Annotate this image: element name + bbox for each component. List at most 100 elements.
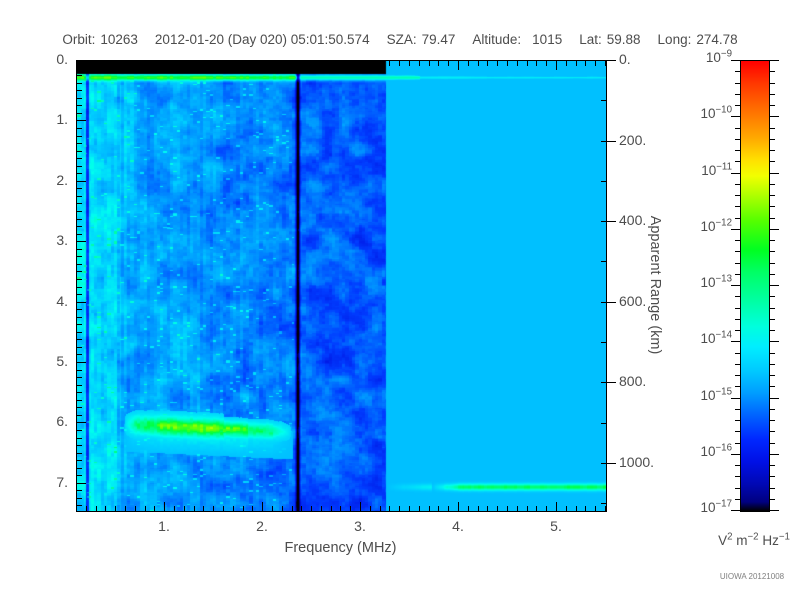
colorbar-minor-tick xyxy=(735,71,741,72)
x-axis-top-minor-tick xyxy=(536,61,537,66)
x-axis-minor-tick xyxy=(321,506,322,511)
colorbar-minor-tick xyxy=(735,184,741,185)
y-axis-left-major-tick xyxy=(77,302,86,303)
y-axis-left-minor-tick xyxy=(77,90,82,91)
y-axis-left-minor-tick xyxy=(77,271,82,272)
colorbar-minor-tick xyxy=(735,296,741,297)
altitude-value: 1015 xyxy=(532,31,563,47)
colorbar-minor-tick-right xyxy=(769,431,775,432)
x-axis-top-minor-tick xyxy=(399,61,400,66)
x-axis-minor-tick xyxy=(448,506,449,511)
y-axis-right-major-tick xyxy=(607,141,616,142)
colorbar-minor-tick-right xyxy=(769,420,775,421)
y-axis-left-minor-tick xyxy=(77,226,82,227)
colorbar-minor-tick xyxy=(735,476,741,477)
x-axis-top-minor-tick xyxy=(86,61,87,66)
x-axis-minor-tick xyxy=(576,506,577,511)
y-axis-right-tick-label: 600. xyxy=(619,293,647,309)
colorbar-tick-label: 10−13 xyxy=(700,273,732,290)
colorbar-minor-tick xyxy=(735,443,741,444)
y-axis-left-minor-tick xyxy=(77,453,82,454)
y-axis-left-minor-tick xyxy=(77,68,82,69)
x-axis-top-minor-tick xyxy=(233,61,234,66)
colorbar-minor-tick-right xyxy=(769,105,775,106)
x-axis-tick-label: 1. xyxy=(158,518,170,534)
y-axis-left-minor-tick xyxy=(77,75,82,76)
x-axis-minor-tick xyxy=(154,506,155,511)
y-axis-right-minor-tick xyxy=(601,302,606,303)
x-axis-top-minor-tick xyxy=(125,61,126,66)
colorbar-minor-tick-right xyxy=(769,251,775,252)
x-axis-top-minor-tick xyxy=(145,61,146,66)
y-axis-left-major-tick xyxy=(77,120,86,121)
x-axis-minor-tick xyxy=(478,506,479,511)
x-axis-minor-tick xyxy=(282,506,283,511)
colorbar-minor-tick-right xyxy=(769,364,775,365)
y-axis-right-tick-label: 200. xyxy=(619,132,647,148)
x-axis-top-minor-tick xyxy=(76,61,77,66)
x-axis-minor-tick xyxy=(389,506,390,511)
x-axis-top-minor-tick xyxy=(292,61,293,66)
colorbar-minor-tick xyxy=(735,431,741,432)
y-axis-left-minor-tick xyxy=(77,324,82,325)
x-axis-minor-tick xyxy=(105,506,106,511)
y-axis-left-minor-tick xyxy=(77,317,82,318)
sza-label: SZA: xyxy=(386,31,417,47)
colorbar-minor-tick-right xyxy=(769,128,775,129)
y-axis-left-tick-label: 6. xyxy=(56,413,68,429)
x-axis-minor-tick xyxy=(135,506,136,511)
observation-datetime: 2012-01-20 (Day 020) 05:01:50.574 xyxy=(154,31,370,47)
colorbar-tick-label: 10−14 xyxy=(700,329,732,346)
y-axis-left-minor-tick xyxy=(77,105,82,106)
ionogram-heatmap xyxy=(77,61,606,511)
y-axis-left-minor-tick xyxy=(77,158,82,159)
latitude-label: Lat: xyxy=(579,31,602,47)
x-axis-minor-tick xyxy=(380,506,381,511)
x-axis-top-minor-tick xyxy=(321,61,322,66)
x-axis-top-minor-tick xyxy=(527,61,528,66)
y-axis-left-tick-label: 2. xyxy=(56,172,68,188)
y-axis-left-minor-tick xyxy=(77,188,82,189)
colorbar-minor-tick-right xyxy=(769,139,775,140)
colorbar-minor-tick xyxy=(735,386,741,387)
colorbar-unit-label: V2 m−2 Hz−1 xyxy=(718,531,790,548)
colorbar-minor-tick xyxy=(735,218,741,219)
colorbar-tick-label: 10−16 xyxy=(700,442,732,459)
x-axis-top-minor-tick xyxy=(409,61,410,66)
colorbar-minor-tick-right xyxy=(769,161,775,162)
colorbar-minor-tick-right xyxy=(769,150,775,151)
colorbar-minor-tick-right xyxy=(769,83,775,84)
x-axis-tick-label: 5. xyxy=(550,518,562,534)
colorbar-minor-tick xyxy=(735,319,741,320)
y-axis-left-minor-tick xyxy=(77,460,82,461)
x-axis-top-minor-tick xyxy=(595,61,596,66)
y-axis-left-tick-label: 0. xyxy=(56,51,68,67)
x-axis-top-minor-tick xyxy=(419,61,420,66)
colorbar-minor-tick-right xyxy=(769,375,775,376)
x-axis-minor-tick xyxy=(566,506,567,511)
y-axis-left-minor-tick xyxy=(77,219,82,220)
x-axis-minor-tick xyxy=(605,506,606,511)
colorbar-minor-tick xyxy=(735,251,741,252)
x-axis-minor-tick xyxy=(438,506,439,511)
y-axis-left-minor-tick xyxy=(77,173,82,174)
x-axis-top-minor-tick xyxy=(96,61,97,66)
x-axis-minor-tick xyxy=(86,506,87,511)
ionogram-plot-area xyxy=(76,60,607,512)
x-axis-minor-tick xyxy=(184,506,185,511)
colorbar-major-tick xyxy=(731,60,741,61)
x-axis-minor-tick xyxy=(194,506,195,511)
colorbar-minor-tick-right xyxy=(769,476,775,477)
colorbar-minor-tick-right xyxy=(769,319,775,320)
x-axis-top-minor-tick xyxy=(468,61,469,66)
x-axis-top-major-tick xyxy=(556,61,557,70)
colorbar-minor-tick xyxy=(735,375,741,376)
metadata-header: Orbit: 10263 2012-01-20 (Day 020) 05:01:… xyxy=(0,30,800,48)
x-axis-minor-tick xyxy=(517,506,518,511)
x-axis-top-minor-tick xyxy=(380,61,381,66)
colorbar-minor-tick xyxy=(735,240,741,241)
colorbar-minor-tick-right xyxy=(769,240,775,241)
colorbar-minor-tick xyxy=(735,139,741,140)
y-axis-left-tick-label: 1. xyxy=(56,111,68,127)
x-axis-major-tick xyxy=(556,502,557,511)
